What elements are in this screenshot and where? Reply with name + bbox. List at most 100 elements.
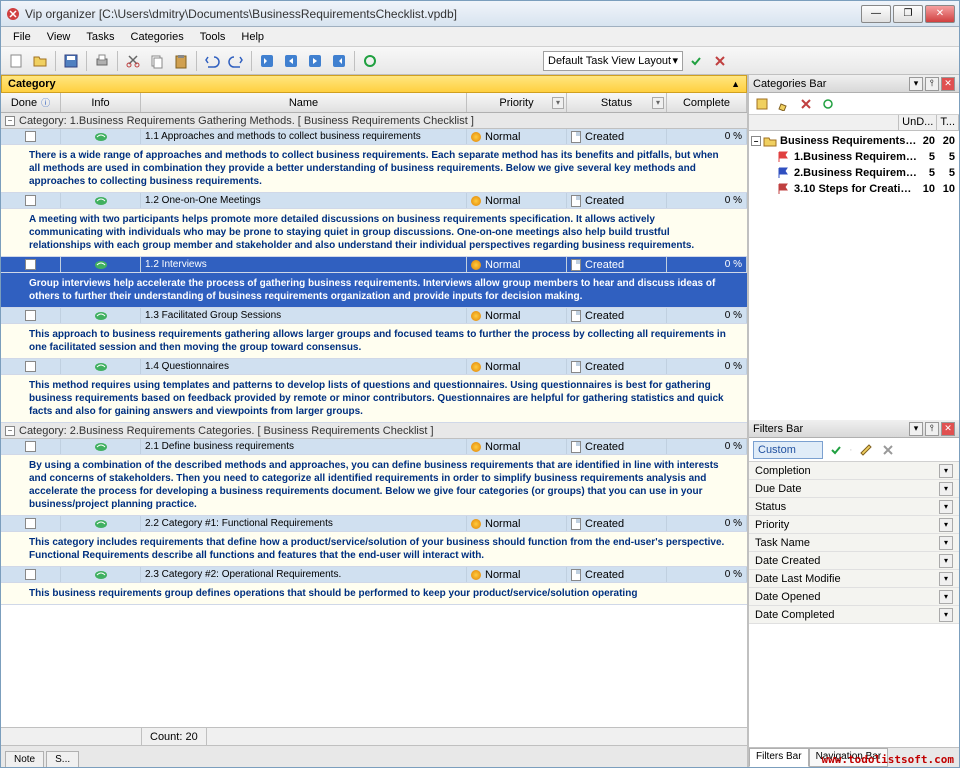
filter-clear-button[interactable]: [857, 441, 875, 459]
copy-button[interactable]: [146, 50, 168, 72]
filter-delete-button[interactable]: [879, 441, 897, 459]
new-button[interactable]: [5, 50, 27, 72]
filter-row[interactable]: Priority▾: [749, 516, 959, 534]
tree-item[interactable]: 3.10 Steps for Creating a Bu1010: [751, 181, 957, 197]
tab-s[interactable]: S...: [46, 751, 79, 767]
dropdown-icon[interactable]: ▾: [939, 554, 953, 568]
dropdown-icon[interactable]: ▾: [939, 464, 953, 478]
tab-note[interactable]: Note: [5, 751, 44, 767]
dropdown-icon[interactable]: ▾: [652, 97, 664, 109]
filter-preset-combo[interactable]: Custom: [753, 441, 823, 459]
dropdown-icon[interactable]: ▾: [939, 590, 953, 604]
cat-refresh-button[interactable]: [819, 95, 837, 113]
expander-icon[interactable]: −: [5, 116, 15, 126]
flag-icon: [777, 183, 791, 195]
task-row[interactable]: 2.1 Define business requirementsNormalCr…: [1, 439, 747, 455]
col-priority[interactable]: Priority▾: [467, 93, 567, 112]
task-pane: Category ▲ Doneⓘ Info Name Priority▾ Sta…: [1, 75, 749, 767]
nav-last-button[interactable]: [328, 50, 350, 72]
col-name[interactable]: Name: [141, 93, 467, 112]
refresh-button[interactable]: [359, 50, 381, 72]
done-checkbox[interactable]: [25, 441, 36, 452]
panel-pin-button[interactable]: ⫯: [925, 77, 939, 91]
col-status[interactable]: Status▾: [567, 93, 667, 112]
tree-item[interactable]: 2.Business Requirements Ca55: [751, 165, 957, 181]
filter-row[interactable]: Status ▾: [749, 498, 959, 516]
col-complete[interactable]: Complete: [667, 93, 747, 112]
layout-apply-button[interactable]: [685, 50, 707, 72]
menu-view[interactable]: View: [39, 29, 79, 45]
filter-row[interactable]: Date Last Modifie▾: [749, 570, 959, 588]
done-checkbox[interactable]: [25, 518, 36, 529]
print-button[interactable]: [91, 50, 113, 72]
col-info[interactable]: Info: [61, 93, 141, 112]
task-row[interactable]: 1.2 One-on-One MeetingsNormalCreated0 %: [1, 193, 747, 209]
task-row[interactable]: 2.2 Category #1: Functional Requirements…: [1, 516, 747, 532]
task-row[interactable]: 1.2 InterviewsNormalCreated0 %: [1, 257, 747, 273]
done-checkbox[interactable]: [25, 195, 36, 206]
tree-root[interactable]: −Business Requirements Chec2020: [751, 133, 957, 149]
cat-edit-button[interactable]: [775, 95, 793, 113]
filter-row[interactable]: Task Name▾: [749, 534, 959, 552]
nav-next-button[interactable]: [304, 50, 326, 72]
dropdown-icon[interactable]: ▾: [939, 482, 953, 496]
panel-pin-button[interactable]: ⫯: [925, 422, 939, 436]
expander-icon[interactable]: −: [751, 136, 761, 146]
paste-button[interactable]: [170, 50, 192, 72]
cut-button[interactable]: [122, 50, 144, 72]
tree-item[interactable]: 1.Business Requirements Ga55: [751, 149, 957, 165]
dropdown-icon[interactable]: ▾: [552, 97, 564, 109]
menu-file[interactable]: File: [5, 29, 39, 45]
menu-categories[interactable]: Categories: [123, 29, 192, 45]
tab-filters[interactable]: Filters Bar: [749, 748, 809, 767]
menu-tools[interactable]: Tools: [192, 29, 234, 45]
filter-row[interactable]: Due Date▾: [749, 480, 959, 498]
cat-new-button[interactable]: [753, 95, 771, 113]
dropdown-icon[interactable]: ▾: [939, 500, 953, 514]
task-row[interactable]: 1.3 Facilitated Group SessionsNormalCrea…: [1, 308, 747, 324]
filter-row[interactable]: Date Completed▾: [749, 606, 959, 624]
done-checkbox[interactable]: [25, 310, 36, 321]
category-bar[interactable]: Category ▲: [1, 75, 747, 93]
dropdown-icon[interactable]: ▾: [939, 572, 953, 586]
panel-close-button[interactable]: ✕: [941, 422, 955, 436]
nav-prev-button[interactable]: [280, 50, 302, 72]
done-checkbox[interactable]: [25, 361, 36, 372]
filter-apply-button[interactable]: [827, 441, 845, 459]
done-checkbox[interactable]: [25, 569, 36, 580]
task-row[interactable]: 2.3 Category #2: Operational Requirement…: [1, 567, 747, 583]
group-row[interactable]: −Category: 1.Business Requirements Gathe…: [1, 113, 747, 129]
layout-delete-button[interactable]: [709, 50, 731, 72]
panel-menu-button[interactable]: ▾: [909, 77, 923, 91]
group-row[interactable]: −Category: 2.Business Requirements Categ…: [1, 423, 747, 439]
menu-help[interactable]: Help: [233, 29, 272, 45]
panel-menu-button[interactable]: ▾: [909, 422, 923, 436]
layout-combo[interactable]: Default Task View Layout ▾: [543, 51, 683, 71]
col-done[interactable]: Doneⓘ: [1, 93, 61, 112]
expander-icon[interactable]: −: [5, 426, 15, 436]
task-row[interactable]: 1.4 QuestionnairesNormalCreated0 %: [1, 359, 747, 375]
done-checkbox[interactable]: [25, 131, 36, 142]
close-button[interactable]: ✕: [925, 5, 955, 23]
save-button[interactable]: [60, 50, 82, 72]
cat-delete-button[interactable]: [797, 95, 815, 113]
open-button[interactable]: [29, 50, 51, 72]
dropdown-icon[interactable]: ▾: [939, 608, 953, 622]
nav-first-button[interactable]: [256, 50, 278, 72]
dropdown-icon[interactable]: ▾: [939, 518, 953, 532]
filter-row[interactable]: Completion▾: [749, 462, 959, 480]
undo-button[interactable]: [201, 50, 223, 72]
filter-row[interactable]: Date Created▾: [749, 552, 959, 570]
minimize-button[interactable]: —: [861, 5, 891, 23]
menu-tasks[interactable]: Tasks: [78, 29, 122, 45]
grid-body[interactable]: −Category: 1.Business Requirements Gathe…: [1, 113, 747, 727]
filter-row[interactable]: Date Opened▾: [749, 588, 959, 606]
panel-close-button[interactable]: ✕: [941, 77, 955, 91]
maximize-button[interactable]: ❐: [893, 5, 923, 23]
filter-label: Status: [755, 501, 786, 513]
task-row[interactable]: 1.1 Approaches and methods to collect bu…: [1, 129, 747, 145]
categories-tree[interactable]: −Business Requirements Chec20201.Busines…: [749, 131, 959, 420]
done-checkbox[interactable]: [25, 259, 36, 270]
dropdown-icon[interactable]: ▾: [939, 536, 953, 550]
redo-button[interactable]: [225, 50, 247, 72]
